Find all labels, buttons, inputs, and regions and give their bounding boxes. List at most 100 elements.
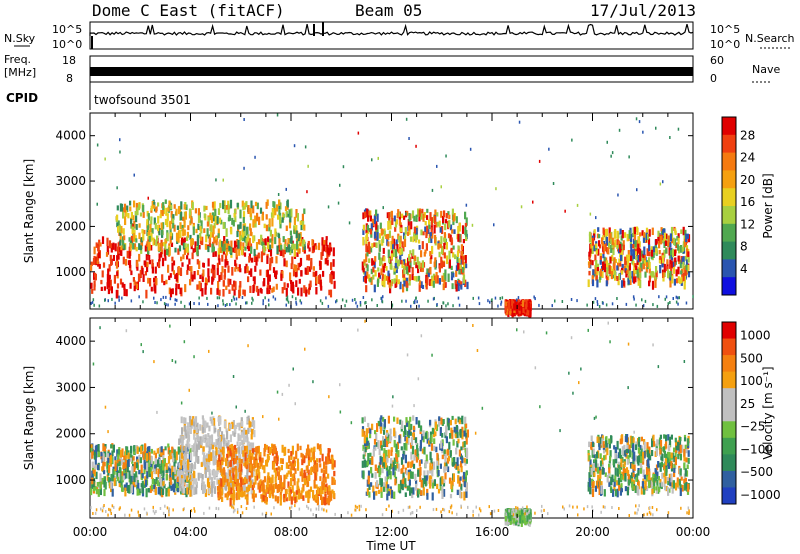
data-cell bbox=[153, 217, 156, 225]
data-cell bbox=[182, 460, 186, 469]
data-cell bbox=[460, 465, 463, 473]
data-cell bbox=[386, 437, 389, 445]
data-cell bbox=[259, 456, 262, 462]
data-cell bbox=[380, 415, 383, 420]
data-cell bbox=[402, 246, 405, 252]
data-cell bbox=[277, 233, 281, 239]
data-cell bbox=[269, 248, 273, 257]
data-cell bbox=[281, 458, 284, 465]
data-cell bbox=[123, 471, 126, 480]
data-cell bbox=[119, 467, 122, 475]
data-cell bbox=[284, 206, 288, 212]
data-cell bbox=[207, 433, 210, 438]
data-cell bbox=[280, 465, 283, 471]
data-cell bbox=[238, 422, 241, 431]
data-cell bbox=[251, 429, 254, 435]
data-cell bbox=[246, 236, 249, 242]
sparse-scatter-cell bbox=[520, 205, 523, 209]
data-cell bbox=[509, 308, 512, 315]
nsky-tick-top: 10^5 bbox=[52, 23, 82, 36]
data-cell bbox=[634, 276, 637, 283]
data-cell bbox=[453, 229, 456, 234]
data-cell bbox=[285, 225, 288, 231]
data-cell bbox=[242, 434, 246, 444]
data-cell bbox=[153, 468, 156, 475]
data-cell bbox=[293, 477, 296, 486]
nsky-tick-bottom: 10^0 bbox=[52, 38, 82, 51]
data-cell bbox=[633, 276, 636, 284]
data-cell bbox=[405, 417, 408, 423]
data-cell bbox=[393, 265, 396, 272]
data-cell bbox=[247, 484, 251, 492]
data-cell bbox=[433, 428, 436, 438]
data-cell bbox=[169, 273, 172, 278]
data-cell bbox=[182, 242, 185, 250]
data-cell bbox=[293, 243, 296, 251]
data-cell bbox=[140, 464, 143, 474]
data-cell bbox=[158, 259, 161, 269]
data-cell bbox=[393, 471, 396, 478]
data-cell bbox=[153, 202, 156, 207]
data-cell bbox=[154, 458, 157, 465]
data-cell bbox=[616, 230, 619, 240]
data-cell bbox=[254, 475, 257, 485]
data-cell bbox=[196, 270, 200, 276]
data-cell bbox=[449, 224, 453, 231]
data-cell bbox=[617, 246, 621, 254]
data-cell bbox=[404, 435, 407, 442]
ground-scatter-cell bbox=[616, 297, 618, 300]
data-cell bbox=[443, 489, 446, 497]
data-cell bbox=[459, 428, 462, 438]
data-cell bbox=[453, 426, 456, 433]
ground-scatter-cell bbox=[193, 302, 195, 305]
ground-scatter-cell bbox=[341, 298, 344, 302]
data-cell bbox=[679, 278, 682, 284]
data-cell bbox=[220, 219, 223, 225]
data-cell bbox=[512, 308, 515, 317]
data-cell bbox=[428, 219, 431, 225]
ground-scatter-cell bbox=[354, 298, 356, 301]
ground-scatter-cell bbox=[93, 303, 95, 307]
data-cell bbox=[189, 464, 192, 472]
data-cell bbox=[191, 238, 194, 245]
data-cell bbox=[311, 239, 314, 246]
data-cell bbox=[460, 244, 463, 250]
data-cell bbox=[231, 284, 234, 291]
ground-scatter-cell bbox=[605, 303, 608, 307]
nave-label: Nave bbox=[752, 63, 780, 76]
data-cell bbox=[420, 490, 423, 496]
data-cell bbox=[104, 481, 107, 490]
data-cell bbox=[199, 424, 202, 431]
data-cell bbox=[227, 440, 230, 448]
data-cell bbox=[305, 491, 308, 498]
data-cell bbox=[250, 486, 253, 495]
data-cell bbox=[242, 444, 245, 450]
data-cell bbox=[154, 222, 157, 230]
data-cell bbox=[280, 494, 283, 500]
data-cell bbox=[460, 281, 463, 288]
ground-scatter-cell bbox=[153, 296, 155, 300]
data-cell bbox=[155, 208, 158, 213]
data-cell bbox=[419, 425, 422, 432]
data-cell bbox=[412, 487, 415, 495]
y-tick-label: 2000 bbox=[55, 219, 86, 233]
data-cell bbox=[214, 444, 218, 450]
data-cell bbox=[92, 479, 95, 488]
data-cell bbox=[216, 216, 219, 224]
data-cell bbox=[465, 423, 468, 429]
data-cell bbox=[605, 236, 608, 246]
data-cell bbox=[116, 271, 119, 277]
data-cell bbox=[389, 428, 392, 435]
data-cell bbox=[300, 452, 303, 458]
data-cell bbox=[177, 236, 180, 243]
data-cell bbox=[371, 473, 374, 478]
data-cell bbox=[138, 253, 141, 262]
data-cell bbox=[290, 235, 293, 244]
data-cell bbox=[174, 274, 177, 280]
data-cell bbox=[122, 256, 125, 265]
data-cell bbox=[188, 213, 192, 219]
data-cell bbox=[525, 301, 528, 307]
data-cell bbox=[394, 478, 397, 486]
data-cell bbox=[237, 267, 240, 272]
data-cell bbox=[325, 239, 328, 247]
